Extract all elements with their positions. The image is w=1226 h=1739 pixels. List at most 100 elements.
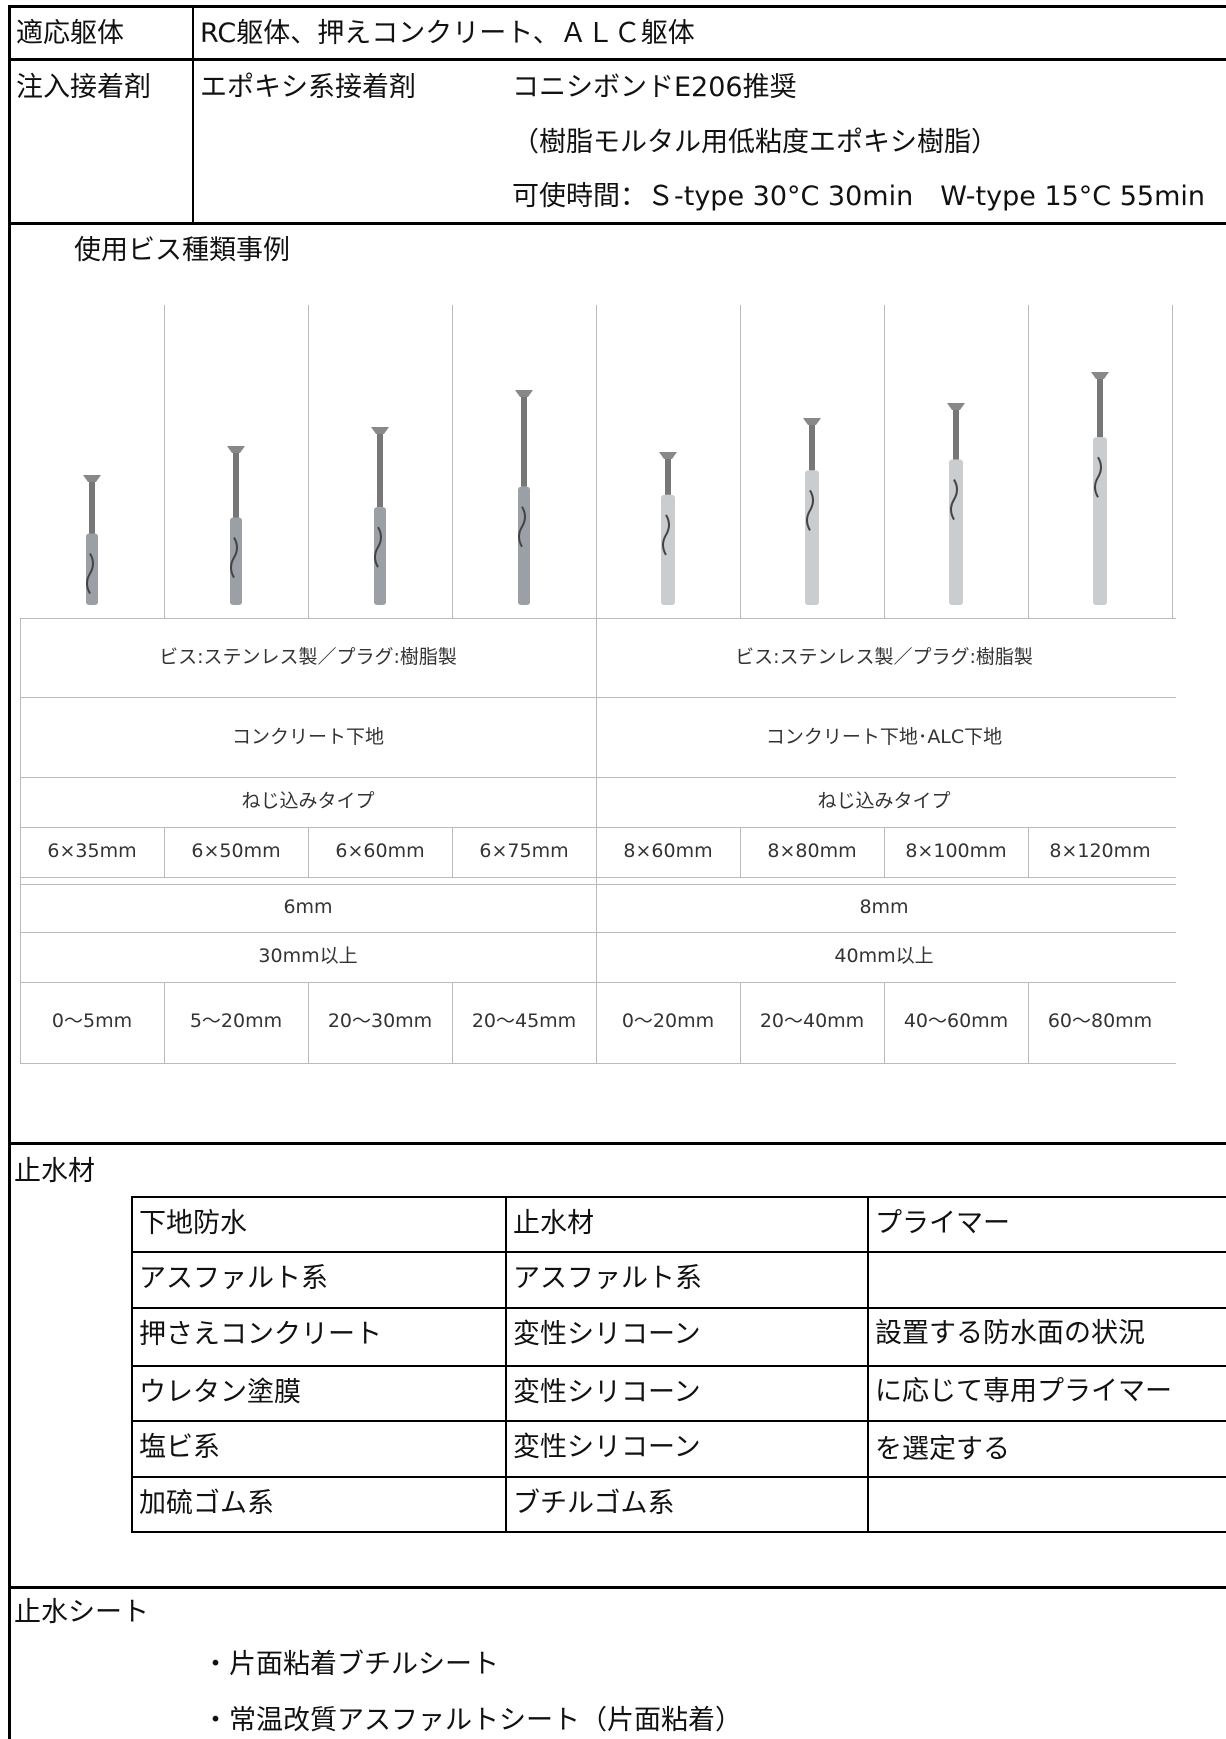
text: 変性シリコーン (513, 1432, 701, 1463)
range: 40〜60mm (903, 1010, 1009, 1032)
rule (884, 982, 885, 1063)
label: ねじ込みタイプ (817, 790, 951, 812)
rule (8, 1142, 1226, 1145)
text: 可使時間：Ｓ-type 30°C 30min W-type 15°C 55min (512, 181, 1206, 212)
section-title: 止水シート (14, 1597, 149, 1628)
rule (8, 58, 1226, 61)
rule (20, 1063, 1176, 1064)
range: 20〜40mm (759, 1010, 865, 1032)
rule (308, 305, 309, 618)
text: 塩ビ系 (139, 1432, 220, 1463)
text: 変性シリコーン (513, 1377, 701, 1408)
rule (20, 982, 1176, 983)
rule (20, 932, 1176, 933)
section-title: 止水材 (14, 1156, 95, 1187)
text: アスファルト系 (139, 1263, 328, 1294)
rule (20, 777, 1176, 778)
rule (452, 305, 453, 618)
range: 20〜45mm (471, 1010, 577, 1032)
text: 加硫ゴム系 (139, 1488, 274, 1519)
rule (131, 1307, 1226, 1309)
rule (131, 1531, 1226, 1533)
text: アスファルト系 (513, 1263, 702, 1294)
text: コニシボンドE206推奨 (512, 72, 797, 103)
rule (740, 982, 741, 1063)
screw-illustrations (83, 372, 1109, 605)
rule (867, 1196, 869, 1533)
label: コンクリート下地 (231, 726, 384, 748)
text: （樹脂モルタル用低粘度エポキシ樹脂） (512, 127, 998, 158)
rule (20, 827, 1176, 828)
text: 設置する防水面の状況 (875, 1318, 1145, 1349)
rule (1028, 982, 1029, 1063)
section-title: 使用ビス種類事例 (74, 235, 290, 266)
label: 6mm (283, 896, 333, 918)
size: 8×120mm (1049, 840, 1151, 862)
text: ウレタン塗膜 (139, 1377, 301, 1408)
label: 8mm (859, 896, 909, 918)
rule (131, 1196, 1226, 1198)
rule (164, 982, 165, 1063)
size: 8×60mm (623, 840, 713, 862)
text: を選定する (875, 1434, 1010, 1465)
row-label: 適応躯体 (16, 18, 124, 49)
text: 下地防水 (139, 1208, 247, 1239)
rule (452, 982, 453, 1063)
rule (20, 618, 21, 1063)
row-label: 注入接着剤 (16, 72, 151, 103)
label: 40mm以上 (834, 945, 934, 967)
range: 60〜80mm (1047, 1010, 1153, 1032)
rule (164, 305, 165, 618)
rule (20, 884, 1176, 885)
screw (947, 403, 965, 605)
size: 6×75mm (479, 840, 569, 862)
rule (164, 827, 165, 877)
rule (596, 305, 597, 618)
rule (596, 618, 597, 1063)
rule (8, 1586, 1226, 1589)
rule (884, 827, 885, 877)
range: 0〜20mm (621, 1010, 715, 1032)
screw (659, 452, 677, 605)
size: 8×80mm (767, 840, 857, 862)
range: 0〜5mm (51, 1010, 133, 1032)
rule (308, 827, 309, 877)
row-value: RC躯体、押えコンクリート、ＡＬＣ躯体 (200, 18, 695, 49)
rule (452, 827, 453, 877)
rule (131, 1420, 1226, 1422)
rule (505, 1196, 507, 1533)
text: ブチルゴム系 (513, 1488, 675, 1519)
rule (8, 5, 1226, 8)
rule (884, 305, 885, 618)
rule (505, 1251, 1226, 1253)
list-item: ・片面粘着ブチルシート (202, 1649, 499, 1680)
screw (227, 446, 245, 605)
text: に応じて専用プライマー (875, 1376, 1172, 1407)
rule (20, 697, 1176, 698)
rule (308, 982, 309, 1063)
screw (1091, 372, 1109, 605)
label: ねじ込みタイプ (241, 790, 375, 812)
text: 止水材 (513, 1208, 594, 1239)
rule (131, 1365, 1226, 1367)
size: 6×35mm (47, 840, 137, 862)
rule (8, 5, 11, 1739)
rule (740, 305, 741, 618)
list-item: ・常温改質アスファルトシート（片面粘着） (202, 1705, 742, 1736)
rule (192, 5, 194, 222)
text: プライマー (875, 1208, 1010, 1239)
screw (371, 427, 389, 605)
text: 変性シリコーン (513, 1319, 701, 1350)
screw (83, 475, 101, 605)
screw (803, 418, 821, 605)
size: 6×50mm (191, 840, 281, 862)
rule (20, 877, 1176, 878)
label: 30mm以上 (258, 945, 358, 967)
label: ビス:ステンレス製／プラグ:樹脂製 (159, 646, 457, 668)
rule (1172, 305, 1173, 618)
label: コンクリート下地･ALC下地 (765, 726, 1003, 748)
rule (20, 618, 1176, 619)
rule (131, 1476, 1226, 1478)
size: 6×60mm (335, 840, 425, 862)
